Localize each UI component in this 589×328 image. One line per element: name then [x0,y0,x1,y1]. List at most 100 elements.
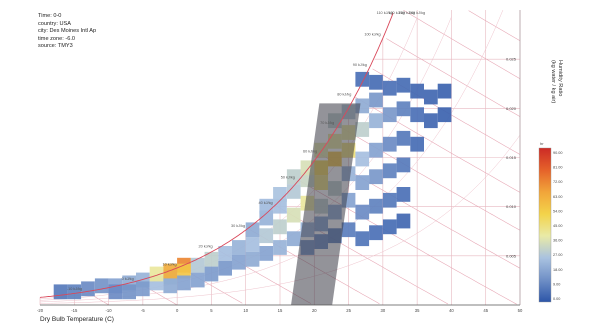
density-cell [177,275,191,291]
enthalpy-label: 130 kJ/kg [399,11,415,15]
density-cell [355,71,370,87]
x-axis: -20 -15 -10 -5 0 5 10 15 20 25 30 35 40 45 50 [37,304,523,313]
enthalpy-label: 140 kJ/kg [409,11,425,15]
y-tick-label: 0.025 [506,57,517,62]
colorbar-tick-label: 81.00 [553,166,563,170]
density-cell [190,257,205,273]
saturation-line [39,12,394,298]
density-cell [273,187,287,202]
density-cell [437,83,452,99]
density-cell [369,74,383,90]
density-cell [396,157,411,173]
x-tick-label: 45 [483,308,488,313]
density-cell [396,213,411,229]
density-cell [382,136,397,152]
density-cell [204,251,219,267]
x-axis-label: Dry Bulb Temperature (C) [40,316,114,323]
density-cell [355,175,370,190]
x-tick-label: 20 [312,308,317,313]
meta-line: city: Des Moines Intl Ap [38,28,97,35]
colorbar-tick-label: 18.00 [553,268,563,272]
colorbar-bar [538,147,552,303]
density-cell [396,77,411,93]
density-cell [218,246,232,261]
x-tick-label: -20 [37,308,44,313]
meta-line: Time: 0-0 [38,13,62,19]
colorbar-tick-label: 45.00 [553,224,563,228]
enthalpy-line [468,10,521,42]
x-tick-label: -10 [106,308,113,313]
density-cell [108,284,123,300]
density-cell [424,113,438,129]
y-tick-label: 0.005 [506,253,517,258]
enthalpy-labels: -10 kJ/kg 0 kJ/kg 10 kJ/kg 20 kJ/kg 30 kJ/kg… [67,11,425,291]
x-tick-label: 5 [210,308,213,313]
x-tick-label: -15 [71,308,78,313]
density-cell [424,89,438,105]
density-cell [396,187,411,202]
density-cell [369,113,383,129]
density-cell [410,83,424,99]
enthalpy-label: 90 kJ/kg [353,63,367,67]
density-cell [190,272,205,288]
location-info: Time: 0-0 country: USA city: Des Moines … [38,13,96,51]
density-cell [136,281,150,297]
meta-line: source: TMY3 [38,43,73,50]
enthalpy-label: 50 kJ/kg [281,175,295,179]
density-cell [437,107,452,123]
density-cell [163,263,178,279]
density-cell [149,266,164,282]
enthalpy-line [338,125,521,231]
density-cell [410,107,424,123]
colorbar-tick-label: 54.00 [553,209,563,213]
colorbar-tick-label: 63.00 [553,195,563,199]
saturation-curve [39,12,394,298]
density-cell [286,184,301,199]
density-cell [259,210,274,226]
enthalpy-label: 110 kJ/kg [377,11,393,15]
enthalpy-label: 120 kJ/kg [388,11,404,15]
y-axis-label: Humidity Ratio (kg water / kg air) [549,60,563,103]
y-axis-label-line: (kg water / kg air) [550,60,556,104]
density-cell [355,204,370,220]
colorbar-tick-label: 9.00 [553,282,560,286]
comfort-zone [291,103,361,305]
x-tick-label: 30 [381,308,386,313]
density-cell [355,122,370,137]
density-cell [382,80,397,96]
x-tick-label: 10 [243,308,248,313]
enthalpy-label: 70 kJ/kg [320,121,334,125]
x-tick-label: 0 [176,308,179,313]
colorbar-tick-label: 90.00 [553,151,563,155]
density-cell [369,142,383,158]
density-cell [369,225,383,241]
density-cell [286,169,301,185]
relative-humidity-curve [39,134,521,304]
density-cell [245,237,260,252]
colorbar-tick-label: 27.00 [553,253,563,257]
density-cell [245,222,260,238]
density-cell [232,254,246,270]
enthalpy-label: 0 kJ/kg [122,277,134,281]
density-cell [53,284,68,300]
density-cell [245,251,260,267]
density-cell [369,92,383,108]
comfort-band [291,103,361,305]
density-cell [382,107,397,123]
density-cell [259,228,274,244]
density-cell [177,263,191,279]
y-tick-label: 0.020 [506,106,517,111]
x-tick-label: -5 [141,308,145,313]
density-cell [232,240,246,255]
density-cell [81,281,95,297]
density-cell [122,284,136,300]
density-cell [382,163,397,179]
colorbar: hr 90.00 81.00 72.00 63.00 54.00 45.00 36.00 27.… [538,141,563,303]
meta-line: country: USA [38,20,71,27]
y-tick-label: 0.015 [506,155,517,160]
x-tick-label: 25 [346,308,351,313]
density-cell [273,240,287,255]
enthalpy-label: 100 kJ/kg [364,33,380,37]
enthalpy-label: 30 kJ/kg [231,224,245,228]
x-tick-label: 35 [415,308,420,313]
